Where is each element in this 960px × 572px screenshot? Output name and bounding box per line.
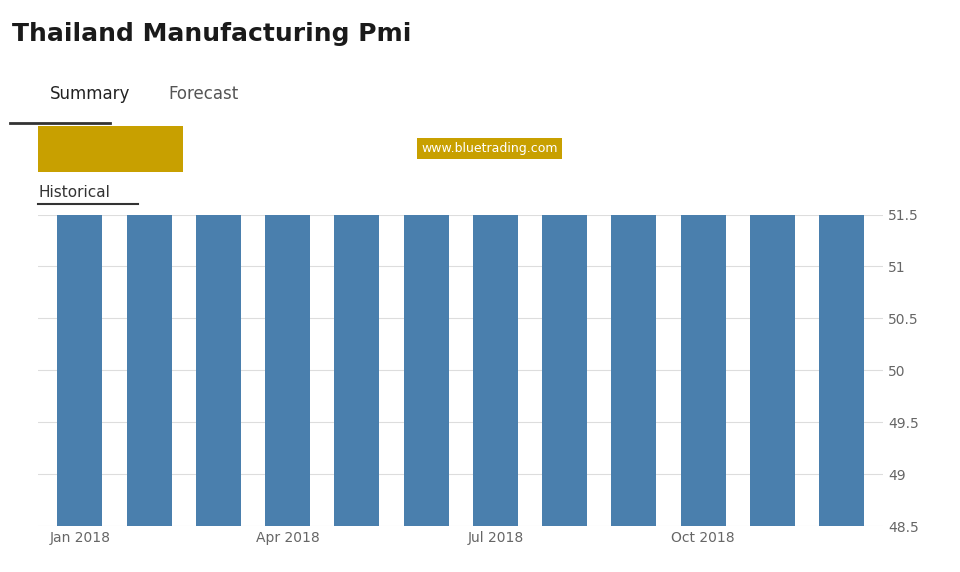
Bar (127, 0, 172, 526)
Bar (196, 0, 241, 526)
Bar (612, 0, 657, 526)
Bar (38, 126, 182, 172)
Bar (542, 0, 588, 526)
Text: Summary: Summary (50, 85, 131, 104)
Bar (681, 0, 726, 526)
Bar (819, 0, 864, 526)
Bar (750, 0, 795, 526)
Bar (334, 0, 379, 526)
Bar (403, 0, 448, 526)
Text: Historical: Historical (38, 185, 110, 200)
Text: www.bluetrading.com: www.bluetrading.com (421, 142, 558, 155)
Text: Forecast: Forecast (168, 85, 238, 104)
Bar (58, 0, 103, 526)
Bar (473, 0, 518, 526)
Bar (265, 0, 310, 526)
Text: Thailand Manufacturing Pmi: Thailand Manufacturing Pmi (12, 22, 411, 46)
